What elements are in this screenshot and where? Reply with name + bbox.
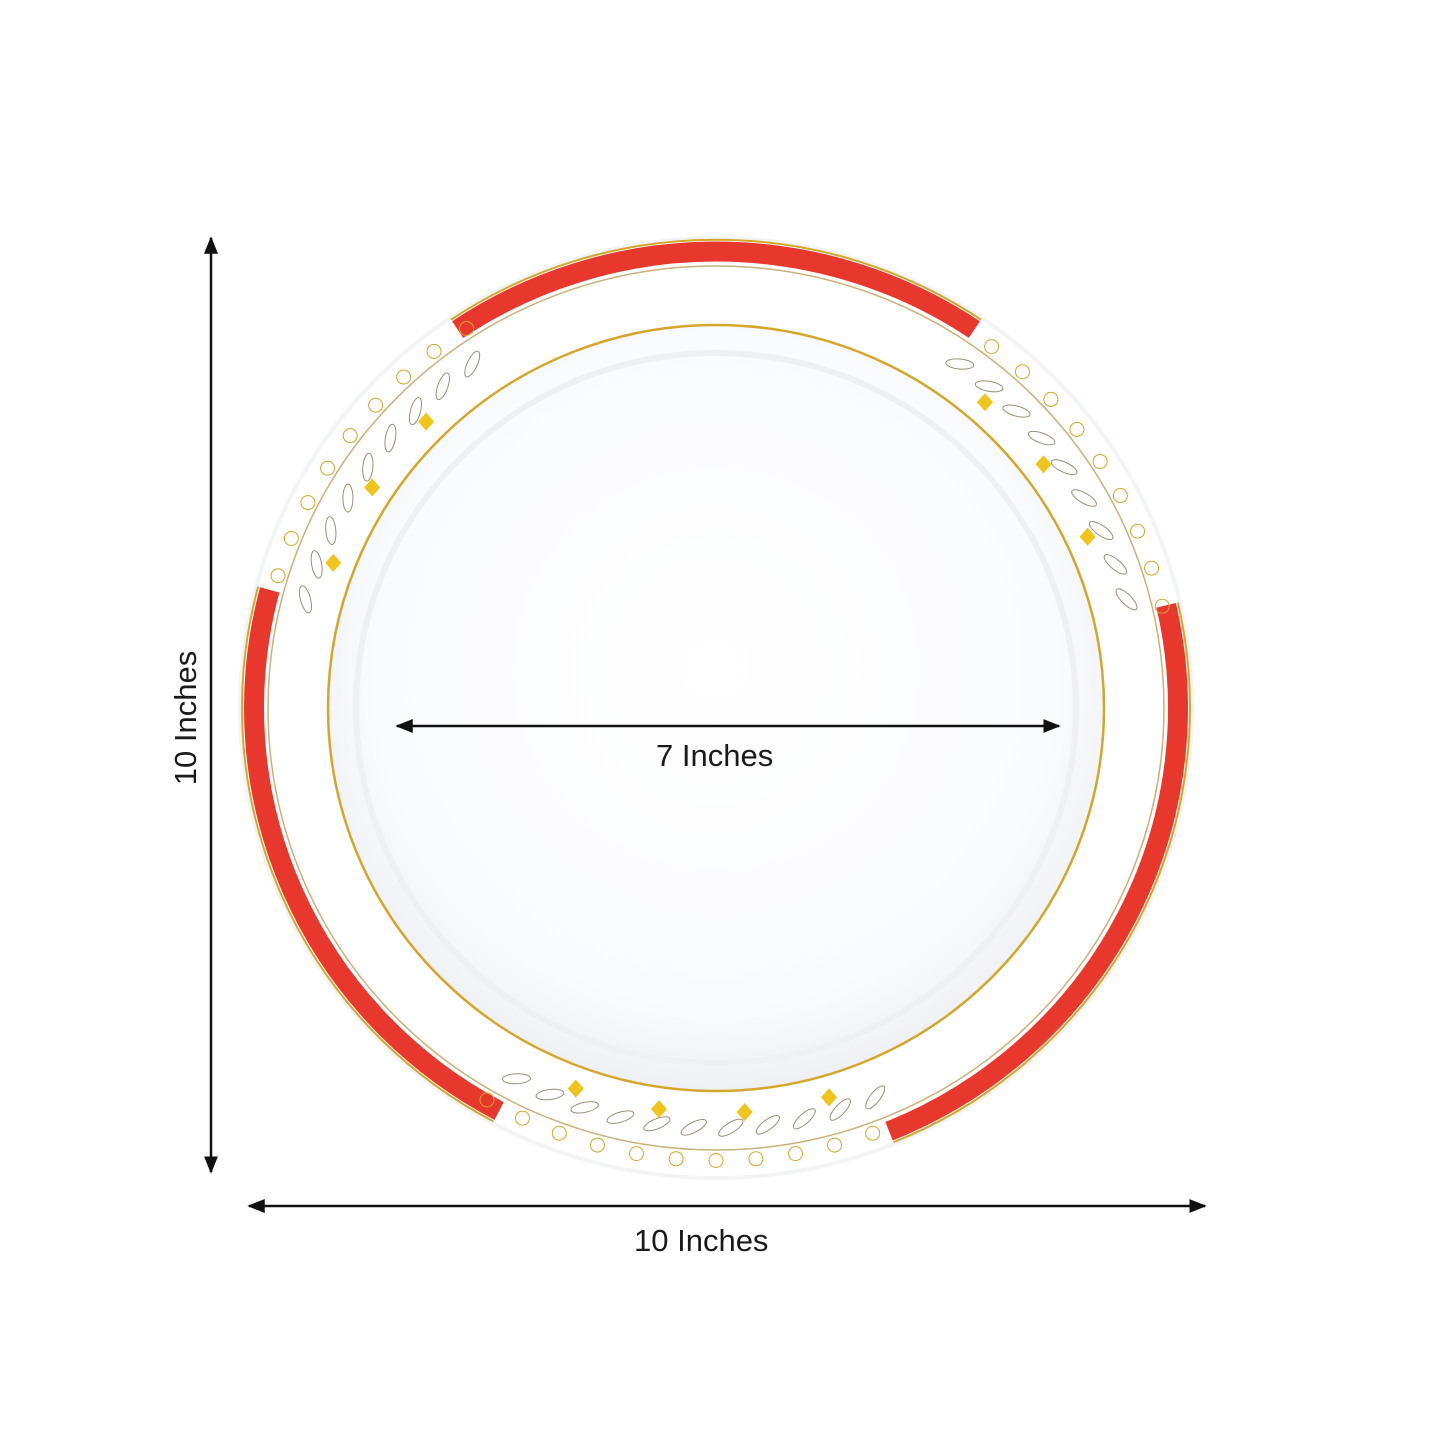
- leaf-motif: [570, 1101, 599, 1114]
- lattice-motif: [1144, 560, 1160, 576]
- red-band-segment: [244, 587, 504, 1120]
- gold-edge-segment: [893, 602, 1191, 1144]
- lattice-motif: [270, 568, 286, 584]
- leaf-motif: [1071, 489, 1097, 507]
- lattice-motif: [514, 1110, 530, 1126]
- lattice-motif: [479, 1092, 495, 1108]
- lattice-motif: [628, 1146, 644, 1162]
- plate: [238, 236, 1194, 1180]
- lattice-motif: [827, 1137, 843, 1153]
- lattice-motif: [788, 1146, 804, 1162]
- gold-flower-motif: [418, 412, 435, 431]
- red-band-segment: [885, 603, 1188, 1141]
- leaf-motif: [464, 350, 481, 378]
- red-band-segment: [452, 241, 980, 338]
- floral-border-pattern: [270, 320, 1170, 1169]
- lattice-motif: [320, 460, 336, 476]
- well-shadow: [353, 350, 1079, 1066]
- leaf-motif: [829, 1098, 851, 1121]
- gold-edge-segment: [450, 238, 982, 321]
- leaf-motif: [865, 1085, 886, 1110]
- gold-flower-motif: [976, 393, 993, 412]
- gold-flower-motif: [567, 1079, 584, 1098]
- gold-edge-segment: [241, 586, 494, 1123]
- rim-inner-line: [267, 265, 1165, 1151]
- leaf-motif: [535, 1088, 565, 1101]
- lattice-motif: [1069, 421, 1085, 437]
- leaf-motif: [298, 585, 313, 614]
- leaf-motif: [718, 1118, 744, 1137]
- leaf-motif: [606, 1110, 635, 1124]
- leaf-motif: [310, 550, 323, 579]
- gold-flower-motif: [736, 1103, 753, 1122]
- lattice-motif: [1154, 598, 1170, 614]
- leaf-motif: [1050, 459, 1078, 476]
- inner-diameter-label: 7 Inches: [656, 738, 774, 773]
- lattice-motif: [1130, 523, 1146, 539]
- gold-flower-motif: [1079, 527, 1096, 546]
- leaf-motif: [974, 380, 1004, 393]
- lattice-motif: [342, 428, 358, 444]
- gold-flower-motif: [821, 1088, 838, 1107]
- leaf-motif: [755, 1114, 780, 1135]
- lattice-motif: [300, 495, 316, 511]
- lattice-motif: [708, 1153, 724, 1169]
- gold-flower-motif: [650, 1100, 667, 1119]
- gold-flower-motif: [1035, 455, 1052, 474]
- leaf-motif: [362, 452, 374, 482]
- lattice-motif: [748, 1151, 764, 1167]
- lattice-motif: [1014, 364, 1030, 380]
- leaf-motif: [342, 483, 354, 513]
- lattice-motif: [1043, 391, 1059, 407]
- leaf-motif: [501, 1073, 531, 1085]
- leaf-motif: [435, 372, 451, 401]
- lattice-motif: [1112, 488, 1128, 504]
- gold-flower-motif: [325, 553, 342, 572]
- leaf-motif: [1103, 554, 1128, 575]
- lattice-motif: [589, 1137, 605, 1153]
- lattice-motif: [1092, 454, 1108, 470]
- leaf-motif: [680, 1119, 707, 1136]
- lattice-motif: [459, 320, 475, 336]
- leaf-motif: [1115, 588, 1138, 611]
- lattice-motif: [668, 1151, 684, 1167]
- leaf-motif: [1002, 404, 1031, 418]
- leaf-motif: [384, 423, 397, 453]
- lattice-motif: [984, 339, 1000, 355]
- lattice-motif: [283, 530, 299, 546]
- lattice-motif: [368, 397, 384, 413]
- leaf-motif: [325, 516, 337, 545]
- leaf-motif: [1088, 521, 1114, 541]
- leaf-motif: [1027, 430, 1056, 446]
- lattice-motif: [426, 343, 442, 359]
- lattice-motif: [396, 369, 412, 385]
- leaf-motif: [408, 397, 423, 426]
- height-label: 10 Inches: [168, 650, 203, 786]
- width-label: 10 Inches: [634, 1223, 769, 1258]
- red-rim-band: [241, 238, 1191, 1144]
- lattice-motif: [865, 1125, 881, 1141]
- leaf-motif: [945, 358, 975, 370]
- lattice-motif: [551, 1125, 567, 1141]
- leaf-motif: [643, 1116, 671, 1132]
- gold-flower-motif: [364, 478, 381, 497]
- leaf-motif: [792, 1108, 816, 1130]
- inner-gold-ring: [326, 323, 1106, 1093]
